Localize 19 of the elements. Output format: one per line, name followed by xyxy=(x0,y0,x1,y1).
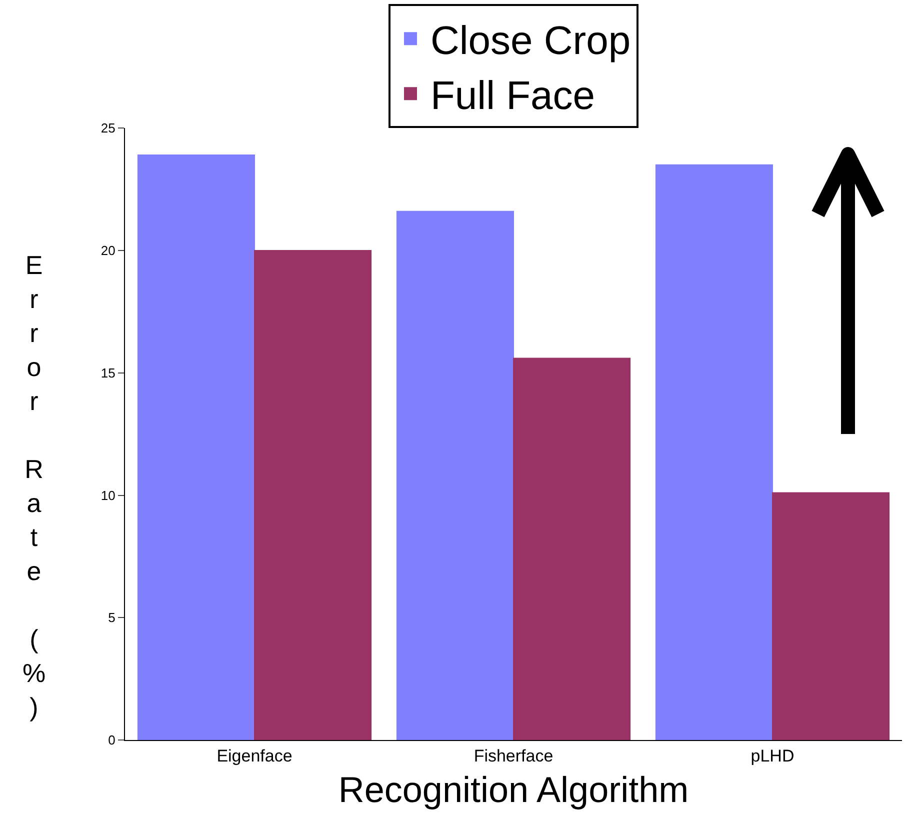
legend-label: Close Crop xyxy=(430,19,631,64)
y-tick-label: 0 xyxy=(108,732,116,748)
bar xyxy=(254,250,372,740)
x-tick-label: Eigenface xyxy=(216,746,292,766)
y-tick-label: 10 xyxy=(100,488,116,503)
y-tick-label: 15 xyxy=(100,365,116,380)
y-tick-label: 20 xyxy=(100,243,116,258)
bar xyxy=(137,154,255,740)
y-tick-label: 5 xyxy=(108,610,116,626)
bar xyxy=(772,492,890,740)
y-tick-label: 25 xyxy=(100,120,116,136)
bar xyxy=(396,210,514,740)
bar xyxy=(655,164,773,740)
x-axis-title: Recognition Algorithm xyxy=(338,769,689,810)
y-axis-title: Error Rate (%) xyxy=(18,250,49,726)
legend-label: Full Face xyxy=(430,74,595,118)
bar xyxy=(513,358,631,740)
x-tick-label: Fisherface xyxy=(474,746,554,766)
x-tick-label: pLHD xyxy=(750,746,794,766)
